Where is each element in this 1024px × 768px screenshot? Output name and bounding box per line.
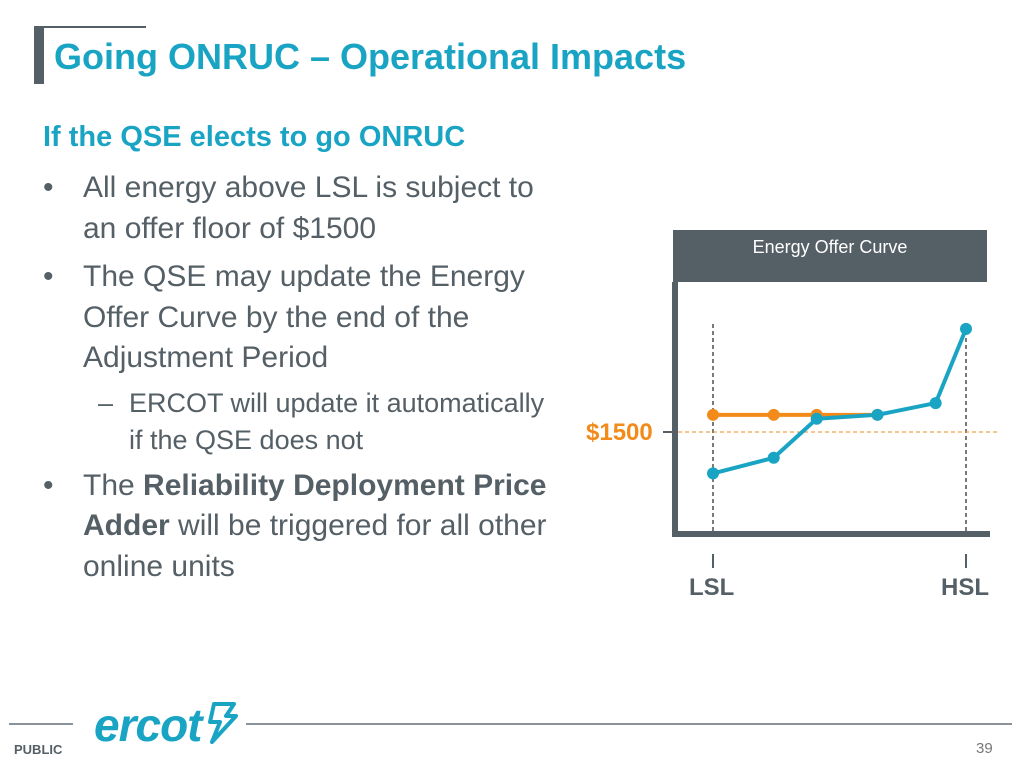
bullet-marker: •	[43, 171, 54, 204]
bullet-text-bold: Reliability Deployment Price Adder	[83, 468, 547, 543]
page-number: 39	[976, 740, 993, 757]
series-line-original-energy-offer-curve	[712, 328, 968, 476]
sub-bullet-text: ERCOT will update it automatically if th…	[129, 387, 545, 456]
hsl-label: HSL	[941, 574, 989, 601]
bullet-item: • The QSE may update the Energy Offer Cu…	[43, 257, 563, 460]
bullet-text-prefix: The	[83, 468, 144, 502]
title-rule	[34, 26, 146, 28]
bullet-text-suffix: will be triggered for all other online u…	[83, 509, 547, 583]
data-point	[871, 408, 884, 421]
sub-bullet-list: – ERCOT will update it automatically if …	[83, 385, 563, 460]
chart-header	[673, 230, 987, 282]
bullet-item: • The Reliability Deployment Price Adder…	[43, 466, 563, 588]
bullet-text: All energy above LSL is subject to an of…	[83, 171, 534, 245]
dash-marker: –	[98, 387, 114, 418]
data-point	[960, 322, 972, 335]
chart-title: Energy Offer Curve	[752, 237, 908, 257]
price-floor-label: $1500	[586, 419, 653, 446]
bullet-marker: •	[43, 468, 54, 502]
ercot-logo: ercot	[94, 698, 238, 752]
classification-label: PUBLIC	[14, 742, 63, 757]
bullet-text: The QSE may update the Energy Offer Curv…	[83, 260, 525, 374]
footer-rule-right	[246, 723, 1012, 725]
data-point	[929, 397, 942, 410]
data-point	[810, 412, 823, 425]
footer-rule-left	[9, 723, 73, 725]
series-layer	[707, 322, 972, 480]
data-point	[707, 408, 719, 421]
lightning-icon	[207, 702, 238, 744]
lsl-label: LSL	[689, 574, 735, 601]
data-point	[707, 467, 719, 480]
data-point	[767, 451, 780, 464]
data-point	[767, 408, 780, 421]
section-subhead: If the QSE elects to go ONRUC	[43, 121, 466, 153]
logo-wordmark: ercot	[94, 699, 202, 751]
bullet-marker: •	[43, 260, 54, 293]
sub-bullet-item: – ERCOT will update it automatically if …	[83, 385, 563, 460]
energy-offer-chart	[663, 282, 998, 568]
page-title: Going ONRUC – Operational Impacts	[54, 36, 687, 77]
bullet-list: • All energy above LSL is subject to an …	[43, 168, 563, 587]
bullet-item: • All energy above LSL is subject to an …	[43, 168, 563, 249]
title-accent-bar	[34, 28, 44, 84]
